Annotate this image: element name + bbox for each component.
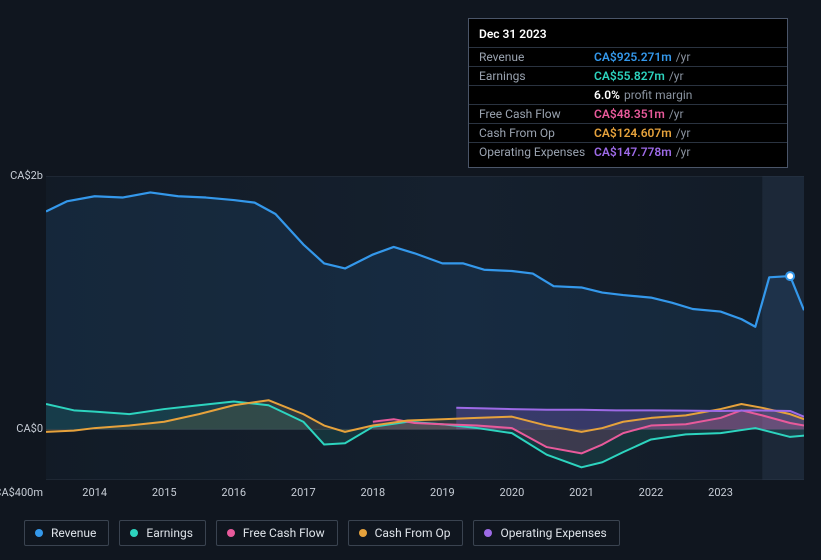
- tooltip-value: 6.0%: [594, 88, 620, 102]
- tooltip-row: Free Cash FlowCA$48.351m/yr: [469, 104, 787, 123]
- x-axis-label: 2017: [291, 486, 316, 499]
- x-axis-label: 2019: [430, 486, 455, 499]
- legend-item-free-cash-flow[interactable]: Free Cash Flow: [216, 520, 338, 546]
- tooltip-row: Operating ExpensesCA$147.778m/yr: [469, 142, 787, 161]
- legend-label: Cash From Op: [375, 526, 451, 540]
- x-axis-label: 2022: [639, 486, 664, 499]
- tooltip-label: Operating Expenses: [479, 145, 594, 159]
- x-axis-label: 2020: [500, 486, 525, 499]
- legend-dot-icon: [35, 529, 43, 537]
- x-axis-label: 2014: [82, 486, 107, 499]
- chart-tooltip: Dec 31 2023 RevenueCA$925.271m/yrEarning…: [468, 18, 788, 168]
- x-axis-label: 2021: [569, 486, 594, 499]
- plot-area[interactable]: [46, 176, 804, 480]
- tooltip-label: [479, 88, 594, 102]
- x-axis-label: 2018: [360, 486, 385, 499]
- tooltip-date: Dec 31 2023: [469, 25, 787, 47]
- tooltip-label: Cash From Op: [479, 126, 594, 140]
- tooltip-row: RevenueCA$925.271m/yr: [469, 47, 787, 66]
- legend-dot-icon: [227, 529, 235, 537]
- legend-dot-icon: [130, 529, 138, 537]
- tooltip-value: CA$48.351m: [594, 107, 665, 121]
- financial-chart[interactable]: CA$2bCA$0-CA$400m 2014201520162017201820…: [16, 160, 805, 500]
- tooltip-value: CA$55.827m: [594, 69, 665, 83]
- legend: Revenue Earnings Free Cash Flow Cash From O…: [24, 520, 620, 546]
- legend-label: Revenue: [51, 526, 96, 540]
- tooltip-value: CA$147.778m: [594, 145, 672, 159]
- y-axis-label: -CA$400m: [0, 473, 43, 499]
- x-axis-label: 2015: [152, 486, 177, 499]
- y-axis-label: CA$0: [16, 422, 43, 435]
- tooltip-row: Cash From OpCA$124.607m/yr: [469, 123, 787, 142]
- tooltip-value: CA$124.607m: [594, 126, 672, 140]
- tooltip-label: Revenue: [479, 50, 594, 64]
- tooltip-row: EarningsCA$55.827m/yr: [469, 66, 787, 85]
- legend-dot-icon: [359, 529, 367, 537]
- tooltip-row: 6.0% profit margin: [469, 85, 787, 104]
- x-axis-label: 2016: [221, 486, 246, 499]
- tooltip-unit: /yr: [676, 145, 691, 159]
- tooltip-label: Free Cash Flow: [479, 107, 594, 121]
- tooltip-unit: /yr: [676, 126, 691, 140]
- legend-item-cash-from-op[interactable]: Cash From Op: [348, 520, 464, 546]
- tooltip-unit: /yr: [669, 107, 684, 121]
- tooltip-label: Earnings: [479, 69, 594, 83]
- tooltip-unit: /yr: [676, 50, 691, 64]
- legend-item-revenue[interactable]: Revenue: [24, 520, 109, 546]
- tooltip-value: CA$925.271m: [594, 50, 672, 64]
- legend-label: Free Cash Flow: [243, 526, 325, 540]
- tooltip-unit: /yr: [669, 69, 684, 83]
- y-axis-label: CA$2b: [10, 169, 43, 182]
- legend-label: Earnings: [146, 526, 193, 540]
- legend-label: Operating Expenses: [500, 526, 606, 540]
- legend-dot-icon: [484, 529, 492, 537]
- legend-item-operating-expenses[interactable]: Operating Expenses: [473, 520, 619, 546]
- x-axis-label: 2023: [708, 486, 733, 499]
- legend-item-earnings[interactable]: Earnings: [119, 520, 206, 546]
- tooltip-unit: profit margin: [624, 88, 692, 102]
